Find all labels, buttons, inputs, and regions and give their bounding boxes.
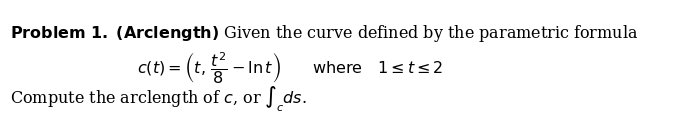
Text: $\mathbf{Problem\ 1.\ (Arclength)}$ Given the curve defined by the parametric fo: $\mathbf{Problem\ 1.\ (Arclength)}$ Give… — [10, 23, 639, 44]
Text: $c(t) = \left(t,\, \dfrac{t^2}{8} - \ln t\right) \qquad \mathrm{where} \quad 1 \: $c(t) = \left(t,\, \dfrac{t^2}{8} - \ln … — [137, 51, 443, 86]
Text: Compute the arclength of $c$, or $\int_c ds$.: Compute the arclength of $c$, or $\int_c… — [10, 85, 307, 114]
